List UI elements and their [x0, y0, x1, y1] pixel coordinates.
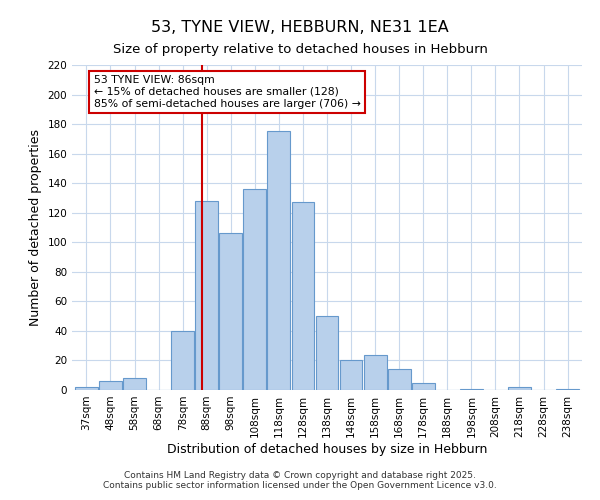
Bar: [123, 378, 146, 390]
Text: Contains public sector information licensed under the Open Government Licence v3: Contains public sector information licen…: [103, 481, 497, 490]
Bar: [412, 382, 434, 390]
Bar: [364, 354, 386, 390]
Bar: [460, 388, 483, 390]
Bar: [292, 202, 314, 390]
Bar: [388, 370, 410, 390]
Bar: [195, 201, 218, 390]
Bar: [340, 360, 362, 390]
Text: Size of property relative to detached houses in Hebburn: Size of property relative to detached ho…: [113, 42, 487, 56]
X-axis label: Distribution of detached houses by size in Hebburn: Distribution of detached houses by size …: [167, 442, 487, 456]
Bar: [508, 387, 531, 390]
Bar: [99, 381, 122, 390]
Bar: [171, 331, 194, 390]
Text: 53 TYNE VIEW: 86sqm
← 15% of detached houses are smaller (128)
85% of semi-detac: 53 TYNE VIEW: 86sqm ← 15% of detached ho…: [94, 76, 361, 108]
Bar: [268, 132, 290, 390]
Bar: [75, 387, 98, 390]
Bar: [316, 316, 338, 390]
Bar: [244, 189, 266, 390]
Bar: [220, 234, 242, 390]
Text: Contains HM Land Registry data © Crown copyright and database right 2025.: Contains HM Land Registry data © Crown c…: [124, 471, 476, 480]
Y-axis label: Number of detached properties: Number of detached properties: [29, 129, 42, 326]
Bar: [556, 388, 579, 390]
Text: 53, TYNE VIEW, HEBBURN, NE31 1EA: 53, TYNE VIEW, HEBBURN, NE31 1EA: [151, 20, 449, 35]
